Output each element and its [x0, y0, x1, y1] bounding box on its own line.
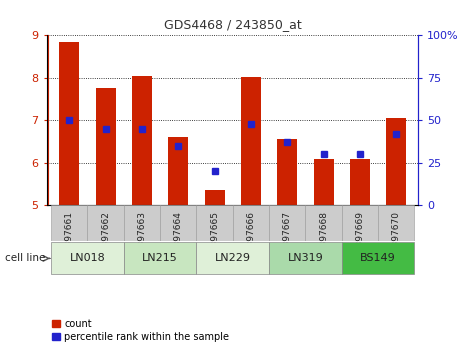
- Text: cell line: cell line: [5, 253, 45, 263]
- Bar: [241, 77, 261, 205]
- Text: GSM397664: GSM397664: [174, 211, 183, 266]
- Text: LN229: LN229: [215, 253, 251, 263]
- Bar: [378, 205, 414, 241]
- Bar: [124, 242, 197, 274]
- Bar: [233, 205, 269, 241]
- Text: GSM397669: GSM397669: [355, 211, 364, 266]
- Bar: [342, 242, 414, 274]
- Text: BS149: BS149: [360, 253, 396, 263]
- Bar: [205, 190, 225, 205]
- Bar: [386, 118, 406, 205]
- Bar: [350, 159, 370, 205]
- Text: LN215: LN215: [142, 253, 178, 263]
- Bar: [269, 242, 342, 274]
- Text: GSM397661: GSM397661: [65, 211, 74, 266]
- Bar: [51, 242, 124, 274]
- Bar: [95, 88, 115, 205]
- Bar: [87, 205, 124, 241]
- Bar: [197, 205, 233, 241]
- Text: GSM397670: GSM397670: [392, 211, 401, 266]
- Bar: [277, 139, 297, 205]
- Bar: [342, 205, 378, 241]
- Text: LN319: LN319: [287, 253, 323, 263]
- Bar: [59, 42, 79, 205]
- Bar: [124, 205, 160, 241]
- Text: GSM397662: GSM397662: [101, 211, 110, 266]
- Bar: [51, 205, 87, 241]
- Text: GSM397668: GSM397668: [319, 211, 328, 266]
- Bar: [160, 205, 197, 241]
- Text: GSM397665: GSM397665: [210, 211, 219, 266]
- Title: GDS4468 / 243850_at: GDS4468 / 243850_at: [164, 18, 302, 32]
- Text: GSM397667: GSM397667: [283, 211, 292, 266]
- Text: LN018: LN018: [69, 253, 105, 263]
- Legend: count, percentile rank within the sample: count, percentile rank within the sample: [52, 319, 229, 342]
- Bar: [132, 76, 152, 205]
- Bar: [305, 205, 342, 241]
- Text: GSM397663: GSM397663: [137, 211, 146, 266]
- Bar: [269, 205, 305, 241]
- Text: GSM397666: GSM397666: [247, 211, 256, 266]
- Bar: [168, 137, 188, 205]
- Bar: [314, 159, 333, 205]
- Bar: [197, 242, 269, 274]
